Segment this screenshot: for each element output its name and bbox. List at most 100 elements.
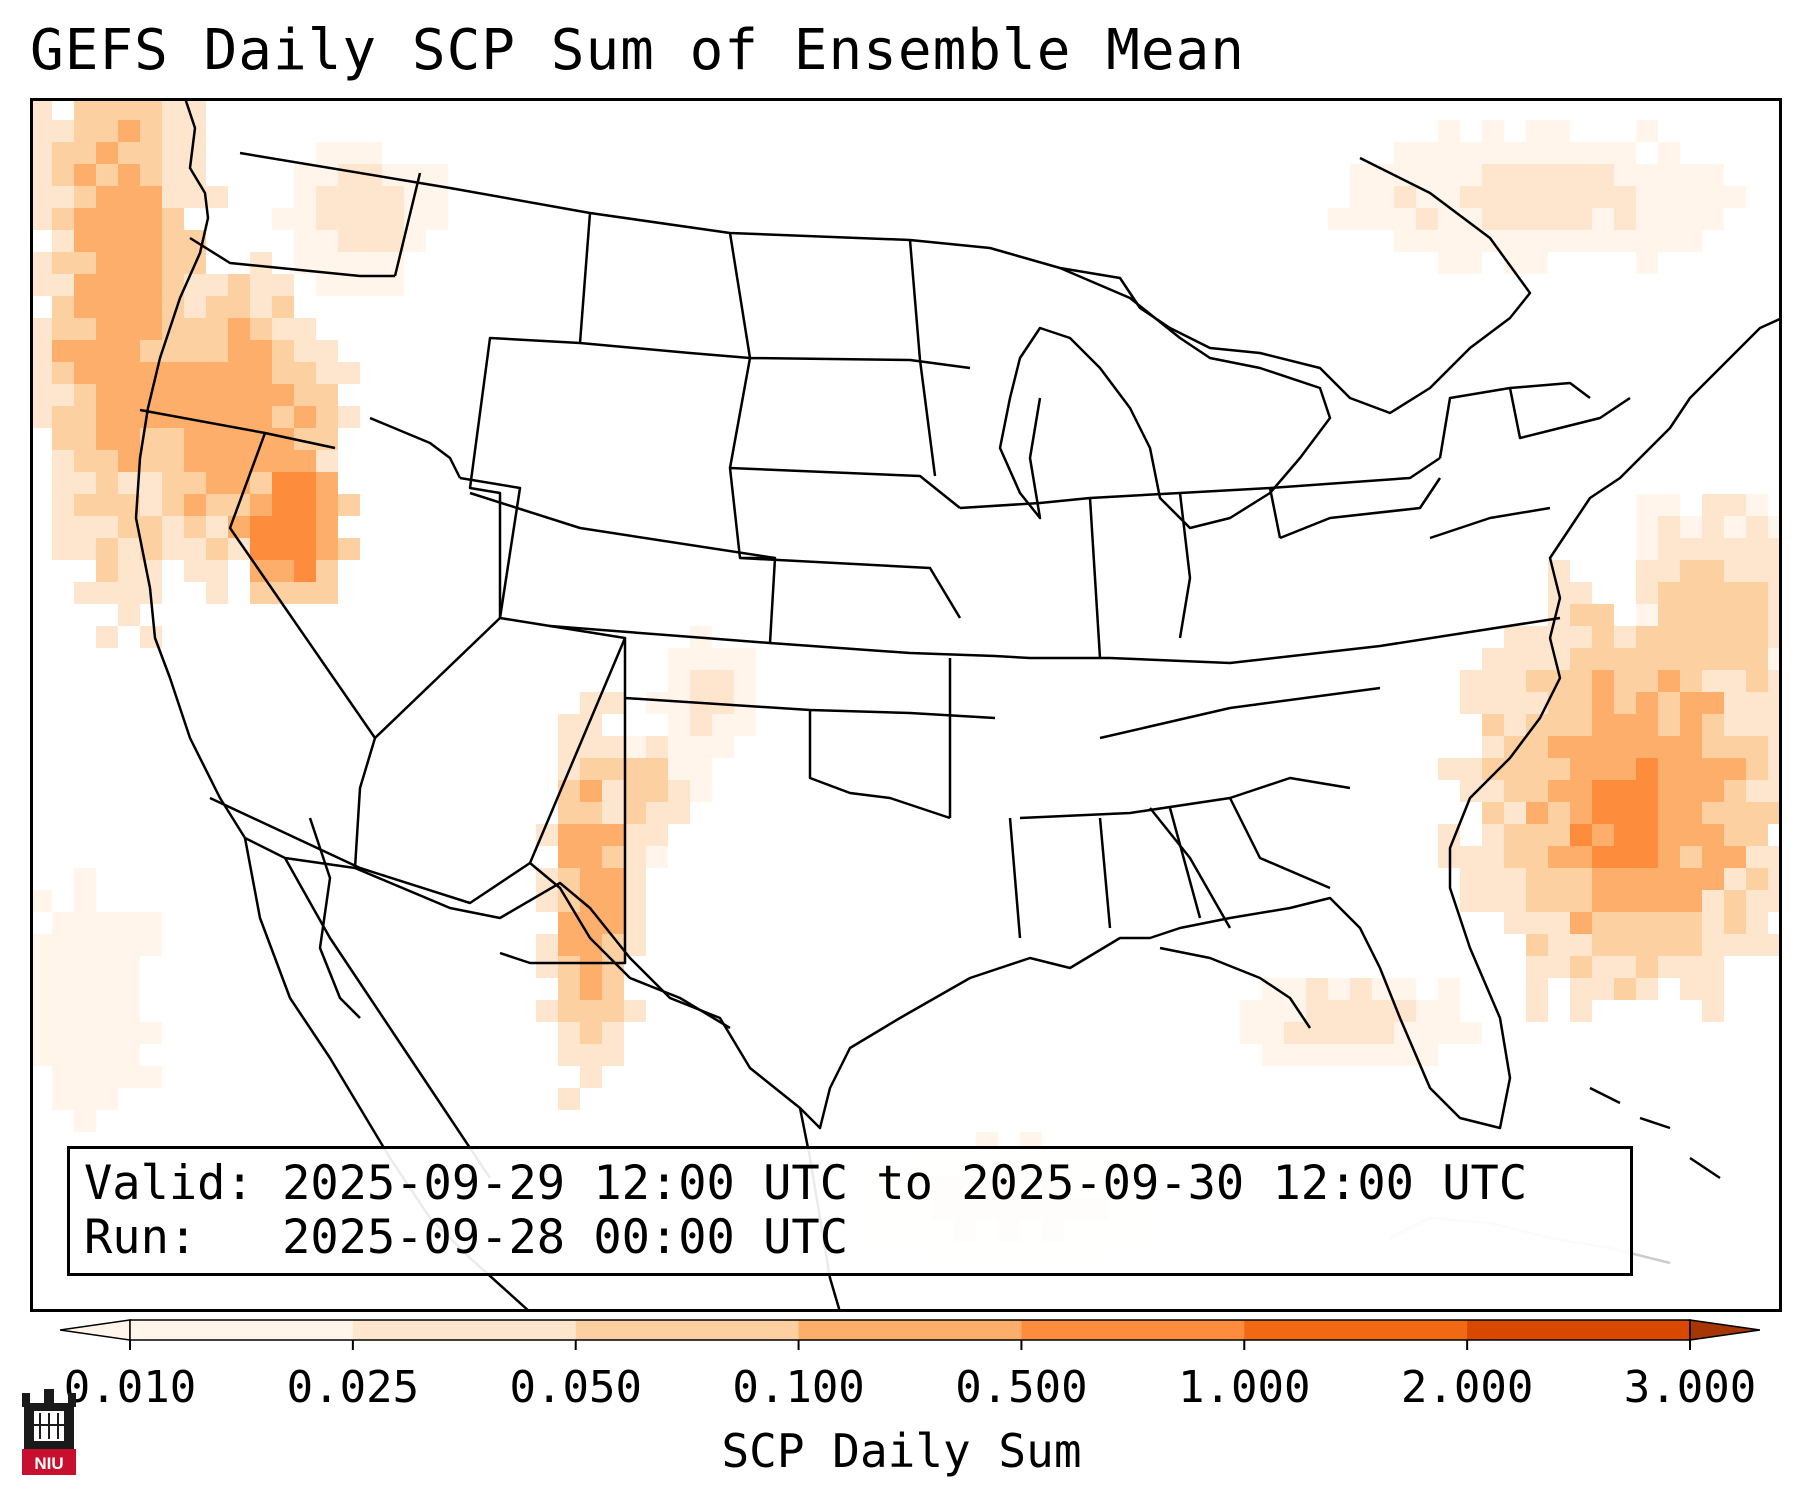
scp-cell [1548,230,1570,252]
scp-cell [74,582,96,604]
scp-cell [206,560,228,582]
scp-cell [118,98,140,120]
scp-cell [536,890,558,912]
scp-cell [1548,714,1570,736]
scp-cell [294,318,316,340]
scp-cell [382,274,404,296]
scp-cell [1746,516,1768,538]
scp-cell [250,450,272,472]
colorbar-swatch [352,1320,577,1340]
scp-cell [250,538,272,560]
scp-cell [118,450,140,472]
scp-cell [1746,582,1768,604]
scp-cell [1438,978,1460,1000]
scp-cell [1438,824,1460,846]
scp-cell [52,120,74,142]
scp-cell [30,340,52,362]
scp-cell [184,406,206,428]
scp-cell [1680,538,1702,560]
scp-cell [1636,208,1658,230]
scp-cell [1526,252,1548,274]
scp-cell [1526,802,1548,824]
scp-cell [1768,802,1782,824]
scp-cell [1614,648,1636,670]
scp-cell [338,230,360,252]
scp-cell [580,890,602,912]
scp-cell [316,406,338,428]
scp-cell [1548,802,1570,824]
scp-cell [30,956,52,978]
state-nv-ut-az [228,432,377,869]
scp-cell [360,274,382,296]
scp-cell [1592,230,1614,252]
scp-cell [206,274,228,296]
scp-cell [74,494,96,516]
scp-cell [712,692,734,714]
scp-cell [228,428,250,450]
scp-cell [52,296,74,318]
scp-cell [140,208,162,230]
scp-cell [52,1066,74,1088]
colorbar-swatch [1244,1320,1468,1340]
scp-cell [1438,230,1460,252]
scp-colorbar: 0.010 0.025 0.050 0.100 0.500 1.000 2.000 3.000 [60,1319,1760,1413]
scp-cell [1724,494,1746,516]
scp-cell [96,142,118,164]
scp-cell [162,362,184,384]
scp-cell [1768,692,1782,714]
scp-cell [1680,978,1702,1000]
scp-cell [1680,868,1702,890]
scp-cell [1658,582,1680,604]
scp-cell [1482,758,1504,780]
scp-cell [404,230,426,252]
scp-cell [1636,560,1658,582]
scp-cell [52,1044,74,1066]
mexico-border [209,796,731,1030]
scp-cell [338,252,360,274]
scp-cell [1636,824,1658,846]
scp-cell [250,340,272,362]
scp-cell [1438,252,1460,274]
scp-cell [580,978,602,1000]
scp-cell [1482,186,1504,208]
scp-cell [712,714,734,736]
scp-cell [118,252,140,274]
scp-cell [96,978,118,1000]
scp-cell [668,758,690,780]
scp-cell [96,516,118,538]
scp-cell [1504,208,1526,230]
scp-cell [1768,736,1782,758]
map-frame [30,98,1782,1312]
scp-cell [74,428,96,450]
scp-cell [1526,912,1548,934]
scp-cell [1702,516,1724,538]
scp-cell [734,670,756,692]
scp-cell [140,142,162,164]
scp-cell [162,252,184,274]
scp-cell [96,208,118,230]
scp-cell [140,120,162,142]
scp-cell [1548,868,1570,890]
scp-cell [1548,208,1570,230]
scp-cell [52,186,74,208]
scp-cell [316,516,338,538]
scp-cell [74,868,96,890]
scp-cell [1702,846,1724,868]
scp-cell [118,560,140,582]
scp-cell [250,582,272,604]
scp-cell [1702,714,1724,736]
scp-cell [1460,230,1482,252]
scp-cell [1724,802,1746,824]
scp-cell [1702,890,1724,912]
scp-cell [1526,670,1548,692]
scp-cell [96,120,118,142]
scp-cell [1438,186,1460,208]
scp-cell [1592,978,1614,1000]
scp-cell [580,1044,602,1066]
scp-cell [536,1000,558,1022]
scp-cell [1658,934,1680,956]
scp-cell [1460,142,1482,164]
scp-cell [1746,868,1768,890]
scp-cell [1482,142,1504,164]
scp-cell [140,406,162,428]
